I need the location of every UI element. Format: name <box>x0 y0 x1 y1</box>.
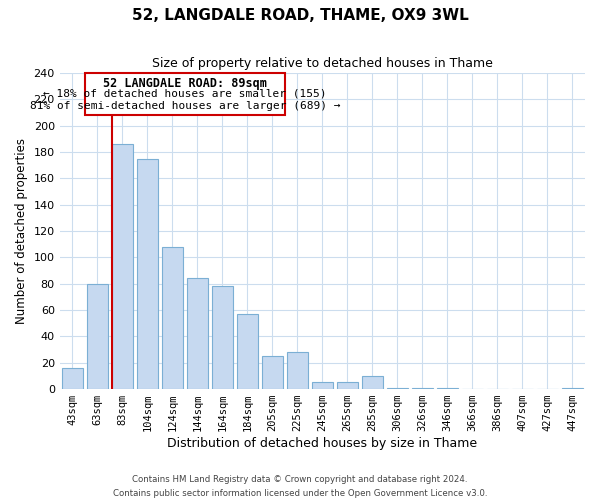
Bar <box>287 352 308 389</box>
Bar <box>112 144 133 389</box>
Bar <box>387 388 408 389</box>
Bar <box>562 388 583 389</box>
Bar <box>312 382 333 389</box>
Bar <box>262 356 283 389</box>
Bar <box>337 382 358 389</box>
Y-axis label: Number of detached properties: Number of detached properties <box>15 138 28 324</box>
Bar <box>236 314 258 389</box>
Title: Size of property relative to detached houses in Thame: Size of property relative to detached ho… <box>152 58 493 70</box>
Bar <box>437 388 458 389</box>
Text: Contains HM Land Registry data © Crown copyright and database right 2024.
Contai: Contains HM Land Registry data © Crown c… <box>113 476 487 498</box>
Bar <box>137 158 158 389</box>
Bar <box>412 388 433 389</box>
Text: 52, LANGDALE ROAD, THAME, OX9 3WL: 52, LANGDALE ROAD, THAME, OX9 3WL <box>131 8 469 22</box>
FancyBboxPatch shape <box>85 73 285 115</box>
Bar <box>362 376 383 389</box>
Text: ← 18% of detached houses are smaller (155): ← 18% of detached houses are smaller (15… <box>43 89 327 99</box>
Bar <box>161 247 183 389</box>
Bar <box>86 284 108 389</box>
Bar <box>62 368 83 389</box>
X-axis label: Distribution of detached houses by size in Thame: Distribution of detached houses by size … <box>167 437 478 450</box>
Text: 81% of semi-detached houses are larger (689) →: 81% of semi-detached houses are larger (… <box>30 100 340 110</box>
Text: 52 LANGDALE ROAD: 89sqm: 52 LANGDALE ROAD: 89sqm <box>103 77 267 90</box>
Bar <box>212 286 233 389</box>
Bar <box>187 278 208 389</box>
